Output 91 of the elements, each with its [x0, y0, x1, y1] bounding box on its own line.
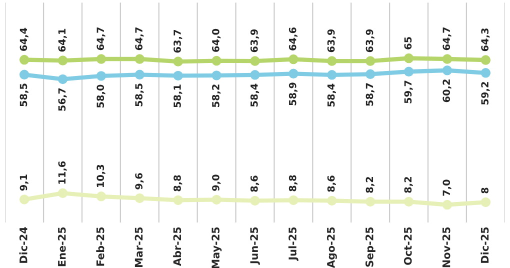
data-label: 64,7	[96, 27, 106, 50]
data-label: 8,6	[327, 176, 336, 192]
x-tick-label: Nov-25	[442, 227, 450, 268]
data-label: 8	[481, 188, 488, 194]
data-label: 58,1	[174, 84, 182, 108]
point	[404, 66, 414, 76]
point	[212, 194, 222, 205]
data-label: 58,5	[20, 84, 28, 106]
data-label: 64,7	[442, 27, 452, 50]
point	[250, 196, 260, 206]
point	[134, 70, 145, 80]
point	[442, 200, 452, 210]
data-label: 63,9	[366, 29, 374, 52]
point	[480, 68, 491, 78]
point	[327, 196, 337, 206]
data-label: 9,6	[135, 173, 144, 190]
point	[96, 192, 106, 202]
point	[58, 74, 68, 84]
point	[19, 54, 30, 65]
x-tick-label: Dic-25	[480, 227, 489, 263]
point	[288, 54, 298, 64]
data-label: 11,6	[58, 161, 67, 184]
data-label: 58,7	[366, 83, 374, 106]
data-label: 8,2	[366, 177, 374, 193]
x-tick-label: Dic-24	[19, 227, 28, 263]
point	[96, 71, 106, 81]
point	[173, 70, 183, 81]
data-label: 8,6	[250, 176, 260, 192]
data-label: 63,7	[174, 30, 182, 53]
point	[58, 56, 68, 66]
x-tick-label: Ene-25	[58, 227, 66, 266]
point	[365, 56, 376, 66]
point	[327, 56, 337, 66]
point	[365, 69, 376, 80]
point	[404, 53, 414, 64]
point	[250, 70, 260, 80]
point	[134, 193, 145, 204]
point	[19, 194, 30, 204]
point	[288, 195, 298, 206]
point	[480, 197, 491, 208]
x-tick-label: Jul-25	[288, 227, 298, 261]
data-label: 65	[404, 37, 412, 50]
data-label: 63,9	[327, 29, 336, 52]
point	[442, 54, 452, 64]
data-label: 64,4	[20, 28, 28, 51]
data-label: 64,1	[58, 28, 67, 52]
data-label: 64,6	[288, 27, 298, 50]
point	[134, 54, 145, 64]
x-tick-label: Oct-25	[404, 227, 412, 265]
x-tick-label: May-25	[212, 227, 222, 268]
x-tick-label: Abr-25	[173, 227, 182, 266]
data-label: 58,2	[212, 84, 221, 107]
data-label: 58,9	[288, 82, 298, 106]
data-label: 58,4	[250, 84, 260, 106]
data-label: 8,2	[404, 177, 413, 193]
point	[19, 70, 30, 80]
x-tick-label: Sep-25	[365, 227, 376, 267]
data-label: 63,9	[250, 29, 260, 52]
data-label: 7,0	[442, 180, 452, 196]
data-label: 56,7	[58, 88, 67, 111]
point	[365, 196, 376, 207]
point	[212, 70, 222, 80]
point	[442, 66, 452, 76]
x-tick-label: Ago-25	[326, 227, 337, 268]
point	[212, 56, 222, 66]
data-label: 10,3	[96, 164, 106, 187]
data-label: 64,0	[212, 28, 221, 52]
data-label: 9,0	[212, 174, 221, 191]
point	[250, 56, 260, 66]
point	[96, 54, 106, 64]
point	[327, 70, 337, 80]
point	[173, 195, 183, 206]
x-tick-label: Jun-25	[250, 227, 260, 265]
data-label: 8,8	[174, 175, 182, 192]
data-label: 58,0	[96, 84, 106, 108]
point	[404, 196, 414, 207]
point	[288, 68, 298, 79]
x-tick-label: Mar-25	[134, 227, 143, 267]
data-label: 64,3	[481, 28, 490, 52]
data-label: 58,5	[135, 84, 144, 106]
data-label: 58,4	[327, 84, 336, 106]
point	[58, 188, 68, 198]
data-label: 59,7	[404, 80, 413, 104]
data-label: 64,7	[135, 27, 144, 50]
data-label: 9,1	[20, 174, 28, 191]
point	[480, 55, 491, 65]
point	[173, 56, 183, 66]
data-label: 59,2	[481, 82, 490, 104]
data-label: 60,2	[442, 80, 452, 102]
x-tick-label: Feb-25	[96, 227, 104, 266]
data-label: 8,8	[288, 175, 298, 192]
